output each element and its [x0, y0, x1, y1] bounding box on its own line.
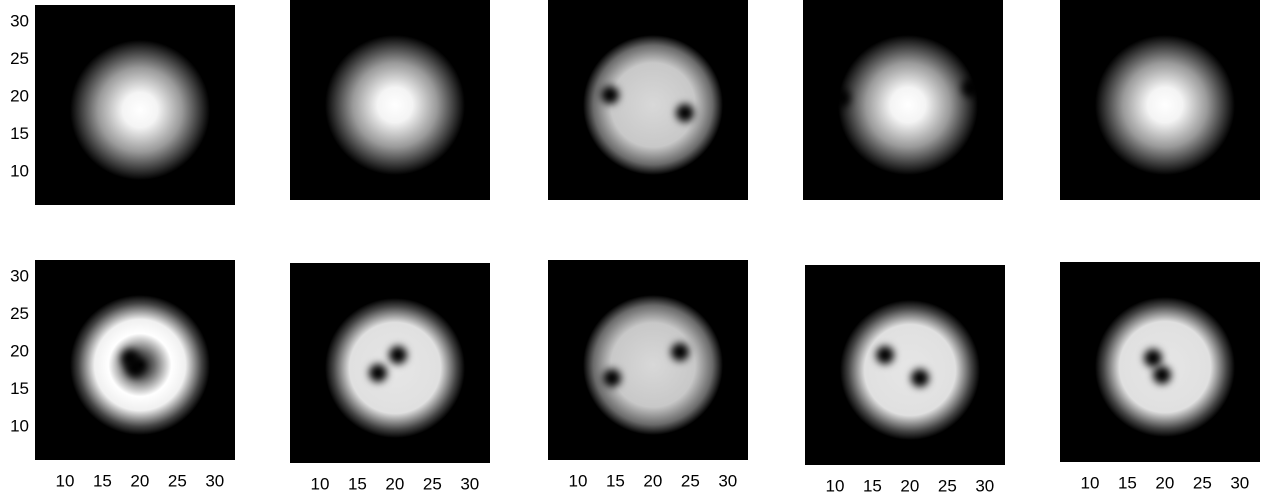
image-blob [583, 295, 723, 435]
image-blob [583, 35, 723, 175]
y-tick-label: 30 [10, 12, 29, 31]
x-tick-label: 30 [1230, 473, 1249, 492]
image-spot [126, 359, 144, 377]
panel [290, 0, 490, 200]
x-tick-label: 25 [1193, 473, 1212, 492]
x-tick-label: 15 [863, 476, 882, 495]
image-blob [838, 35, 978, 175]
x-tick-label: 20 [900, 476, 919, 495]
y-tick-label: 30 [10, 267, 29, 286]
image-spot [603, 369, 621, 387]
panel [35, 5, 235, 205]
x-tick-label: 25 [938, 476, 957, 495]
image-blob [70, 40, 210, 180]
image-spot [876, 346, 894, 364]
x-tick-label: 30 [975, 476, 994, 495]
panel [290, 263, 490, 463]
image-spot [601, 86, 619, 104]
image-spot [369, 364, 387, 382]
x-tick-label: 10 [311, 474, 330, 493]
panel [803, 0, 1003, 200]
image-blob [840, 300, 980, 440]
image-spot [676, 104, 694, 122]
image-spot [389, 346, 407, 364]
x-tick-label: 30 [205, 471, 224, 490]
image-spot [832, 89, 850, 107]
x-tick-label: 20 [130, 471, 149, 490]
x-tick-label: 15 [1118, 473, 1137, 492]
x-tick-label: 15 [348, 474, 367, 493]
x-tick-label: 10 [1081, 473, 1100, 492]
x-tick-label: 25 [168, 471, 187, 490]
y-tick-label: 20 [10, 342, 29, 361]
y-tick-label: 10 [10, 417, 29, 436]
image-spot [671, 343, 689, 361]
x-tick-label: 10 [826, 476, 845, 495]
x-tick-label: 25 [681, 471, 700, 490]
y-tick-label: 25 [10, 49, 29, 68]
x-tick-label: 15 [93, 471, 112, 490]
panel [1060, 0, 1260, 200]
y-tick-label: 15 [10, 379, 29, 398]
image-spot [962, 79, 980, 97]
image-spot [1144, 349, 1162, 367]
image-blob [325, 35, 465, 175]
x-tick-label: 15 [606, 471, 625, 490]
y-tick-label: 25 [10, 304, 29, 323]
panel [35, 260, 235, 460]
x-tick-label: 25 [423, 474, 442, 493]
x-tick-label: 20 [643, 471, 662, 490]
y-tick-label: 15 [10, 124, 29, 143]
x-tick-label: 20 [385, 474, 404, 493]
x-tick-label: 10 [569, 471, 588, 490]
x-tick-label: 20 [1155, 473, 1174, 492]
x-tick-label: 10 [56, 471, 75, 490]
image-blob [325, 298, 465, 438]
y-tick-label: 10 [10, 162, 29, 181]
panel [548, 0, 748, 200]
x-tick-label: 30 [718, 471, 737, 490]
image-spot [1153, 366, 1171, 384]
panel [548, 260, 748, 460]
panel [1060, 262, 1260, 462]
y-tick-label: 20 [10, 87, 29, 106]
panel [805, 265, 1005, 465]
image-blob [1095, 35, 1235, 175]
image-spot [911, 369, 929, 387]
x-tick-label: 30 [460, 474, 479, 493]
